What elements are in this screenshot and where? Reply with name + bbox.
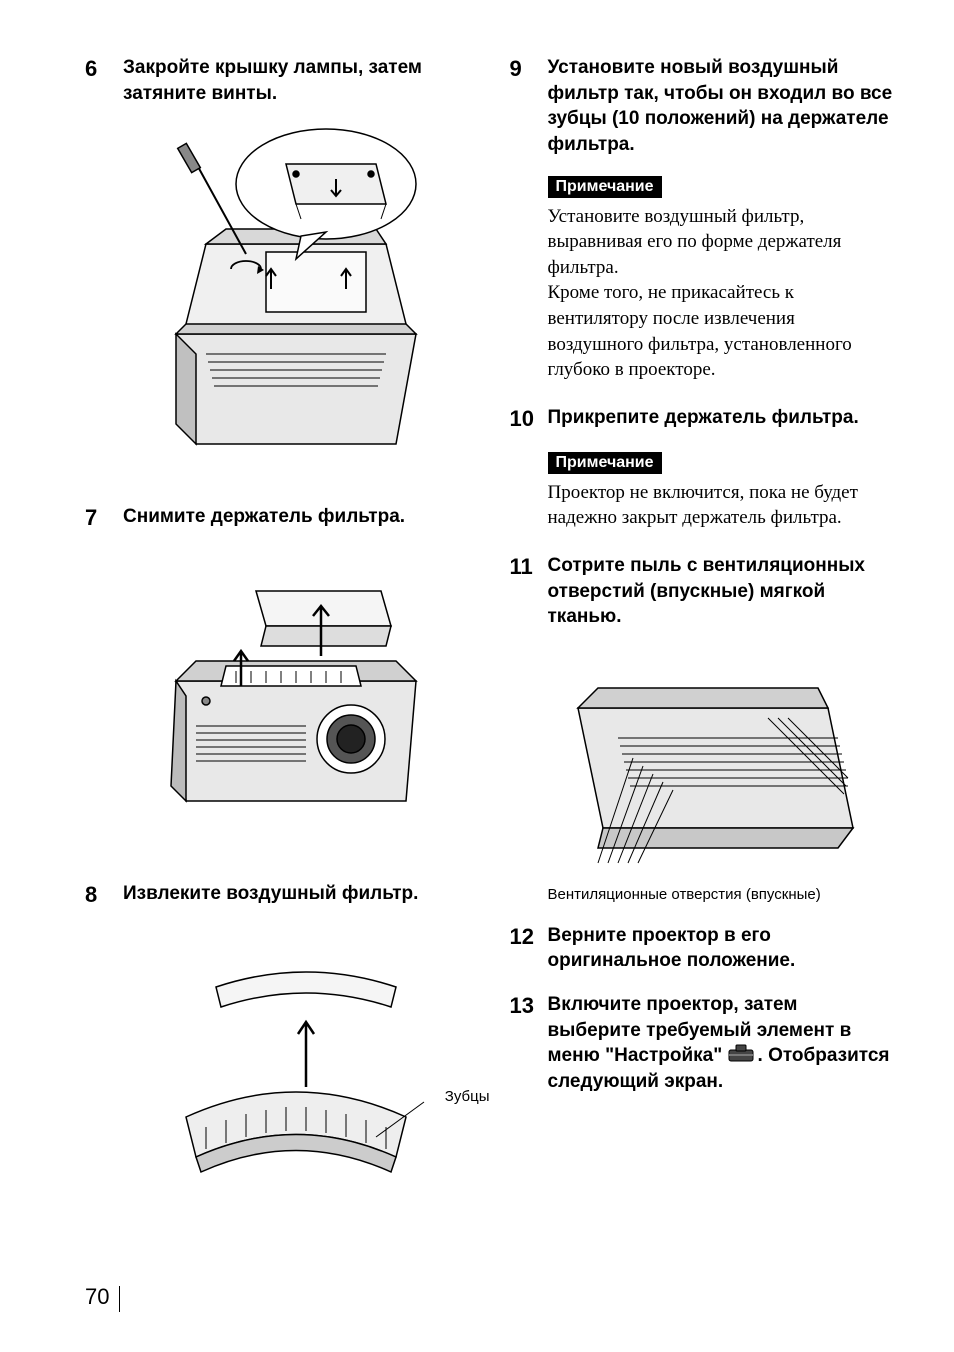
note-badge-2: Примечание	[548, 452, 662, 474]
left-column: 6 Закройте крышку лампы, затем затяните …	[85, 55, 470, 1227]
step-7-number: 7	[85, 504, 123, 533]
note-10-text: Проектор не включится, пока не будет над…	[548, 480, 895, 531]
toolbox-icon	[728, 1044, 754, 1070]
note-step-10: Примечание Проектор не включится, пока н…	[548, 452, 895, 531]
step-11-number: 11	[510, 553, 548, 630]
step-10-text: Прикрепите держатель фильтра.	[548, 405, 895, 434]
step-11: 11 Сотрите пыль с вентиляционных отверст…	[510, 553, 895, 630]
step-9: 9 Установите новый воздушный фильтр так,…	[510, 55, 895, 158]
step-10-number: 10	[510, 405, 548, 434]
note-9-text: Установите воздушный фильтр, выравнивая …	[548, 204, 895, 383]
step-12: 12 Верните проектор в его оригинальное п…	[510, 923, 895, 974]
step-6: 6 Закройте крышку лампы, затем затяните …	[85, 55, 470, 106]
step-13-text: Включите проектор, затем выберите требуе…	[548, 992, 895, 1095]
figure-11-caption: Вентиляционные отверстия (впускные)	[548, 886, 895, 903]
step-8-text: Извлеките воздушный фильтр.	[123, 881, 470, 910]
right-column: 9 Установите новый воздушный фильтр так,…	[510, 55, 895, 1227]
page-number: 70	[85, 1286, 120, 1312]
step-7: 7 Снимите держатель фильтра.	[85, 504, 470, 533]
figure-step-7	[123, 551, 470, 841]
figure-8-caption: Зубцы	[445, 1088, 490, 1105]
figure-step-6	[123, 124, 470, 464]
note-badge: Примечание	[548, 176, 662, 198]
step-13-number: 13	[510, 992, 548, 1095]
figure-step-8: Зубцы	[123, 927, 470, 1187]
step-10: 10 Прикрепите держатель фильтра.	[510, 405, 895, 434]
note-step-9: Примечание Установите воздушный фильтр, …	[548, 176, 895, 383]
step-12-text: Верните проектор в его оригинальное поло…	[548, 923, 895, 974]
figure-step-11: Вентиляционные отверстия (впускные)	[548, 648, 895, 903]
step-8: 8 Извлеките воздушный фильтр.	[85, 881, 470, 910]
step-9-text: Установите новый воздушный фильтр так, ч…	[548, 55, 895, 158]
step-7-text: Снимите держатель фильтра.	[123, 504, 470, 533]
step-9-number: 9	[510, 55, 548, 158]
step-12-number: 12	[510, 923, 548, 974]
step-13: 13 Включите проектор, затем выберите тре…	[510, 992, 895, 1095]
step-11-text: Сотрите пыль с вентиляционных отверстий …	[548, 553, 895, 630]
step-6-text: Закройте крышку лампы, затем затяните ви…	[123, 55, 470, 106]
step-8-number: 8	[85, 881, 123, 910]
step-6-number: 6	[85, 55, 123, 106]
